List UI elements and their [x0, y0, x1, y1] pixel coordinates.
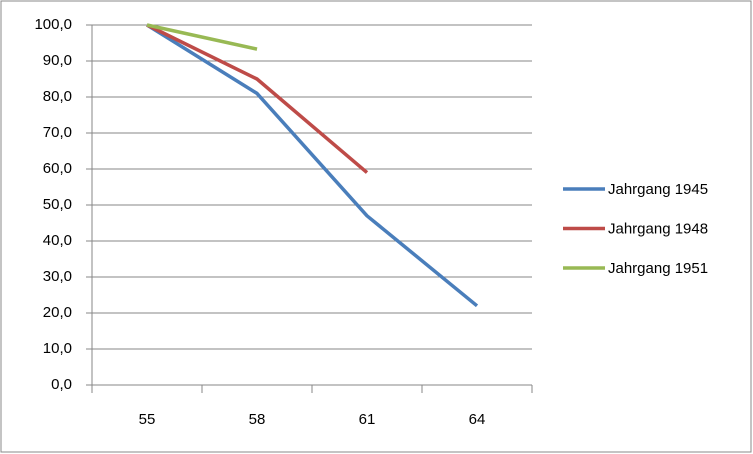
x-tick-label: 58: [249, 411, 266, 428]
y-tick-label: 90,0: [43, 52, 72, 69]
legend-label: Jahrgang 1951: [608, 260, 708, 277]
y-tick-label: 80,0: [43, 88, 72, 105]
x-tick-label: 61: [359, 411, 376, 428]
y-tick-label: 10,0: [43, 340, 72, 357]
y-tick-label: 0,0: [51, 376, 72, 393]
x-tick-label: 64: [469, 411, 486, 428]
y-tick-label: 30,0: [43, 268, 72, 285]
y-tick-label: 100,0: [34, 16, 72, 33]
y-tick-label: 60,0: [43, 160, 72, 177]
y-tick-label: 20,0: [43, 304, 72, 321]
series-line: [146, 23, 258, 51]
legend-label: Jahrgang 1945: [608, 181, 708, 198]
series-line: [146, 23, 479, 308]
series-line: [146, 23, 369, 174]
x-tick-label: 55: [139, 411, 156, 428]
y-tick-label: 70,0: [43, 124, 72, 141]
y-tick-label: 40,0: [43, 232, 72, 249]
legend-label: Jahrgang 1948: [608, 220, 708, 237]
y-tick-label: 50,0: [43, 196, 72, 213]
